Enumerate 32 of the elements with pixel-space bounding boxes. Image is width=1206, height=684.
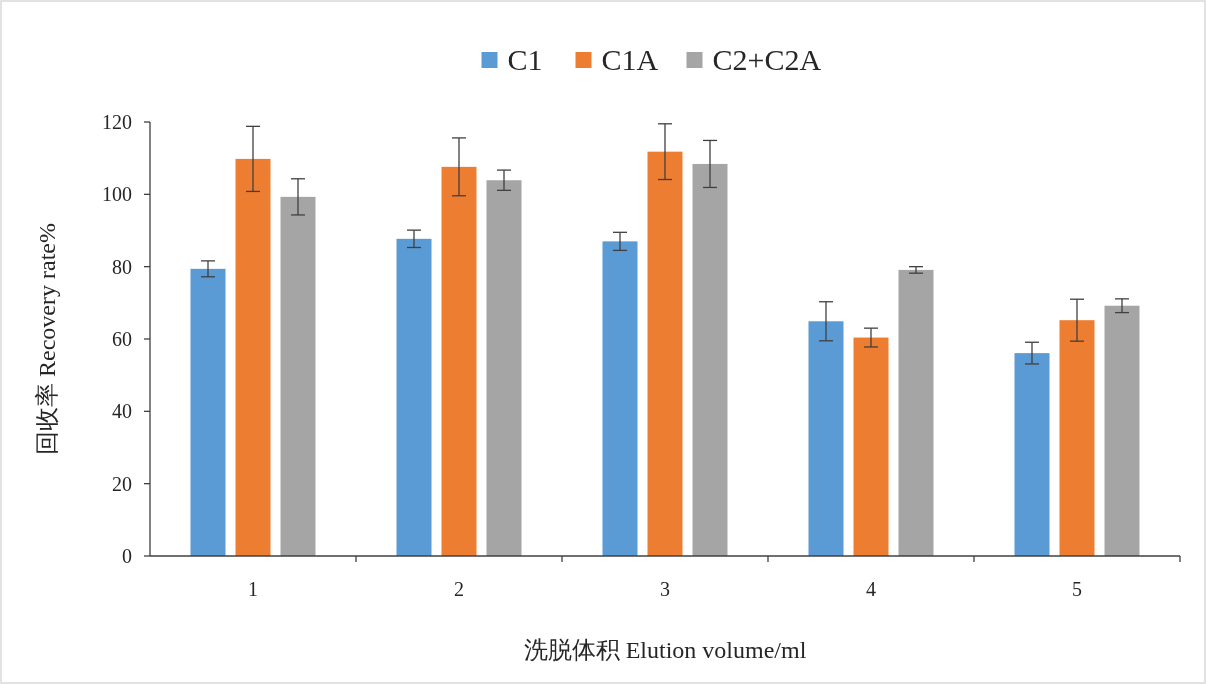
y-tick-label: 20 (112, 472, 132, 495)
y-tick-label: 120 (102, 111, 132, 133)
y-tick-label: 100 (102, 183, 132, 206)
legend-label: C1 (507, 43, 543, 76)
legend-label: C2+C2A (712, 43, 822, 76)
x-axis-title: 洗脱体积 Elution volume/ml (523, 637, 807, 663)
bar (280, 196, 316, 556)
bar (808, 321, 844, 556)
bar (1059, 320, 1095, 556)
bar (235, 158, 271, 556)
bar (190, 268, 226, 556)
bar (396, 238, 432, 556)
y-tick-label: 40 (112, 400, 132, 423)
x-tick-label: 5 (1072, 578, 1082, 600)
bar (602, 241, 638, 556)
bar (486, 180, 522, 556)
y-axis-title: 回收率 Recovery rate% (34, 223, 60, 455)
legend-label: C1A (601, 43, 659, 76)
bar (692, 163, 728, 556)
bar (647, 151, 683, 556)
x-tick-label: 1 (248, 578, 258, 600)
x-tick-label: 2 (454, 578, 464, 600)
y-tick-label: 60 (112, 328, 132, 350)
bar (853, 337, 889, 556)
y-tick-label: 0 (122, 545, 132, 567)
bar (898, 269, 934, 556)
x-tick-label: 3 (660, 578, 670, 600)
bar (1104, 305, 1140, 556)
x-tick-label: 4 (866, 578, 876, 600)
y-tick-label: 80 (112, 255, 132, 278)
bar (441, 166, 477, 556)
bar (1014, 353, 1050, 556)
